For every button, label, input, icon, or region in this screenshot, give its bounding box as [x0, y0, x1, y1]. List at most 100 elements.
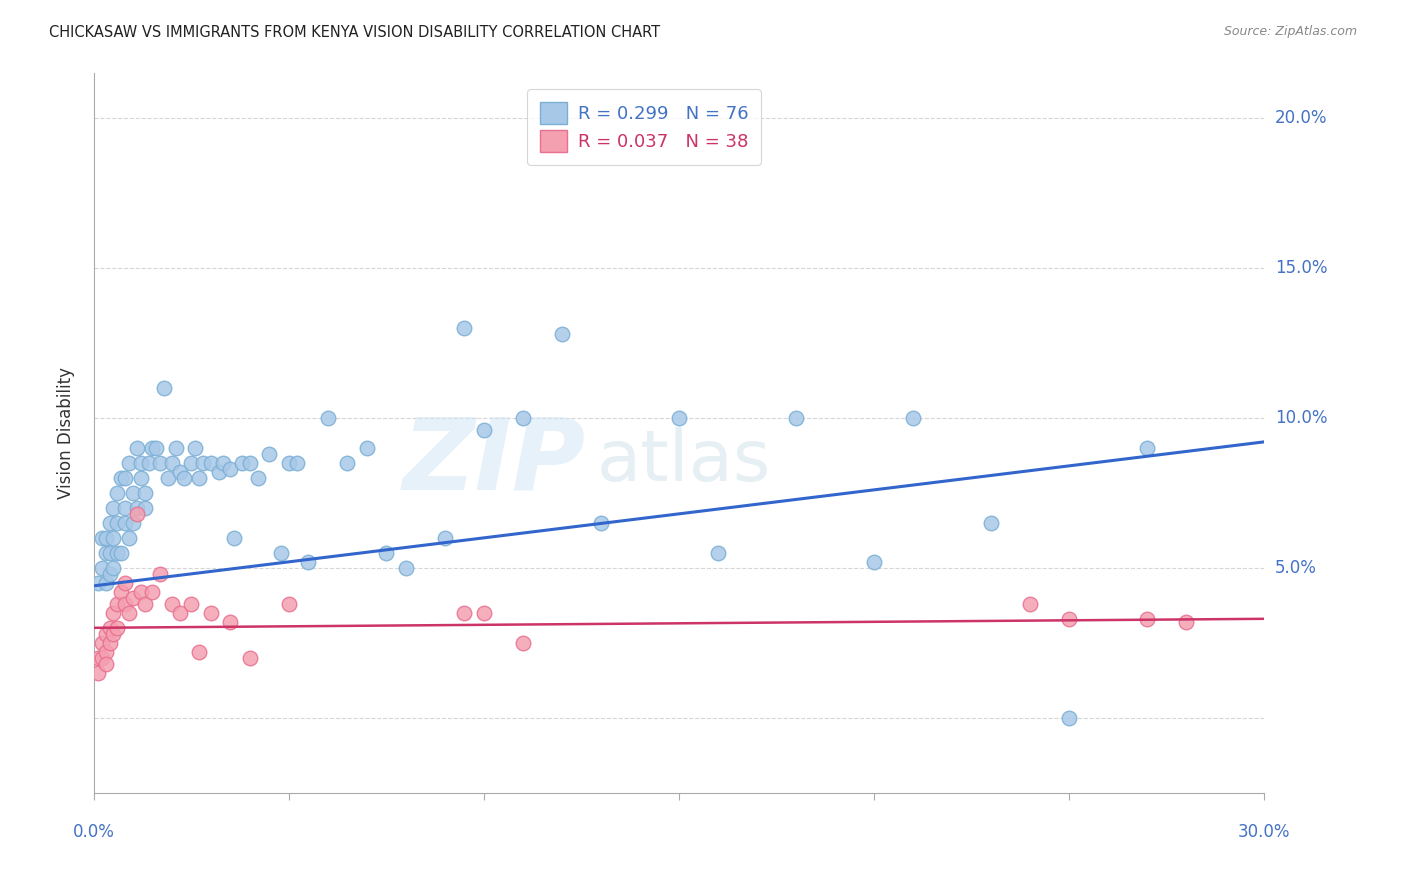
Point: [134, 597, 156, 611]
Point: [191, 456, 214, 470]
Text: CHICKASAW VS IMMIGRANTS FROM KENYA VISION DISABILITY CORRELATION CHART: CHICKASAW VS IMMIGRANTS FROM KENYA VISIO…: [49, 25, 661, 40]
Point: [433, 531, 456, 545]
Point: [153, 381, 176, 395]
Point: [110, 584, 132, 599]
Point: [169, 606, 191, 620]
Text: atlas: atlas: [598, 427, 772, 496]
Point: [160, 597, 183, 611]
Point: [1019, 597, 1042, 611]
Point: [224, 531, 246, 545]
Point: [165, 441, 187, 455]
Point: [239, 456, 262, 470]
Point: [472, 606, 495, 620]
Point: [94, 546, 117, 560]
Point: [129, 584, 152, 599]
Point: [157, 471, 180, 485]
Point: [219, 615, 242, 629]
Point: [105, 516, 128, 530]
Point: [169, 465, 191, 479]
Point: [901, 410, 924, 425]
Point: [129, 456, 152, 470]
Point: [512, 410, 534, 425]
Point: [90, 636, 112, 650]
Point: [134, 500, 156, 515]
Point: [90, 531, 112, 545]
Point: [1057, 711, 1080, 725]
Point: [200, 606, 222, 620]
Point: [219, 462, 242, 476]
Point: [105, 546, 128, 560]
Point: [188, 471, 211, 485]
Point: [160, 456, 183, 470]
Point: [94, 657, 117, 671]
Point: [259, 447, 281, 461]
Point: [105, 621, 128, 635]
Text: 30.0%: 30.0%: [1237, 823, 1291, 841]
Point: [122, 486, 145, 500]
Point: [134, 486, 156, 500]
Point: [278, 597, 301, 611]
Point: [94, 627, 117, 641]
Point: [231, 456, 253, 470]
Point: [980, 516, 1002, 530]
Point: [129, 471, 152, 485]
Point: [122, 591, 145, 605]
Text: 15.0%: 15.0%: [1275, 259, 1327, 277]
Point: [105, 597, 128, 611]
Point: [270, 546, 292, 560]
Point: [118, 606, 141, 620]
Point: [141, 584, 163, 599]
Point: [356, 441, 378, 455]
Point: [125, 507, 148, 521]
Text: ZIP: ZIP: [402, 413, 585, 510]
Point: [110, 471, 132, 485]
Point: [512, 636, 534, 650]
Point: [98, 566, 121, 581]
Point: [138, 456, 160, 470]
Point: [316, 410, 339, 425]
Point: [1057, 612, 1080, 626]
Point: [173, 471, 195, 485]
Point: [668, 410, 690, 425]
Legend: R = 0.299   N = 76, R = 0.037   N = 38: R = 0.299 N = 76, R = 0.037 N = 38: [527, 89, 761, 165]
Point: [336, 456, 359, 470]
Point: [87, 575, 110, 590]
Point: [103, 500, 125, 515]
Point: [785, 410, 807, 425]
Point: [103, 606, 125, 620]
Point: [395, 561, 418, 575]
Point: [149, 456, 172, 470]
Text: Source: ZipAtlas.com: Source: ZipAtlas.com: [1223, 25, 1357, 38]
Point: [707, 546, 730, 560]
Point: [141, 441, 163, 455]
Point: [180, 597, 202, 611]
Point: [375, 546, 398, 560]
Point: [149, 566, 172, 581]
Point: [98, 636, 121, 650]
Point: [472, 423, 495, 437]
Point: [863, 555, 886, 569]
Point: [184, 441, 207, 455]
Point: [94, 575, 117, 590]
Point: [297, 555, 319, 569]
Point: [125, 500, 148, 515]
Point: [125, 441, 148, 455]
Point: [122, 516, 145, 530]
Point: [90, 561, 112, 575]
Point: [118, 456, 141, 470]
Point: [98, 516, 121, 530]
Point: [103, 561, 125, 575]
Point: [103, 531, 125, 545]
Point: [94, 531, 117, 545]
Point: [589, 516, 612, 530]
Point: [114, 575, 136, 590]
Point: [1175, 615, 1198, 629]
Point: [90, 650, 112, 665]
Y-axis label: Vision Disability: Vision Disability: [58, 367, 75, 499]
Point: [114, 500, 136, 515]
Point: [453, 321, 475, 335]
Point: [180, 456, 202, 470]
Point: [278, 456, 301, 470]
Point: [1136, 612, 1159, 626]
Text: 5.0%: 5.0%: [1275, 558, 1317, 577]
